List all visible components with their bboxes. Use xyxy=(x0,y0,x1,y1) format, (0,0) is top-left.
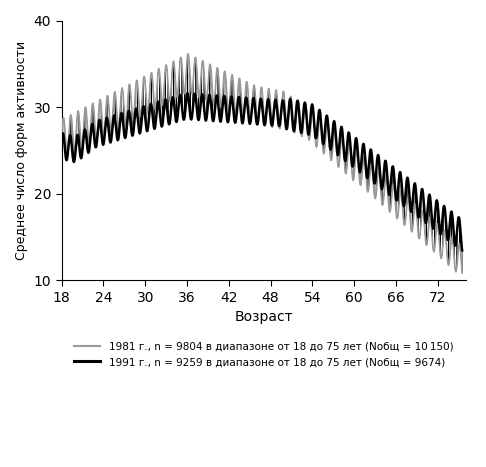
X-axis label: Возраст: Возраст xyxy=(234,310,293,324)
Legend: 1981 г., n = 9804 в диапазоне от 18 до 75 лет (Nобщ = 10 150), 1991 г., n = 9259: 1981 г., n = 9804 в диапазоне от 18 до 7… xyxy=(70,337,457,371)
Y-axis label: Среднее число форм активности: Среднее число форм активности xyxy=(15,41,28,260)
